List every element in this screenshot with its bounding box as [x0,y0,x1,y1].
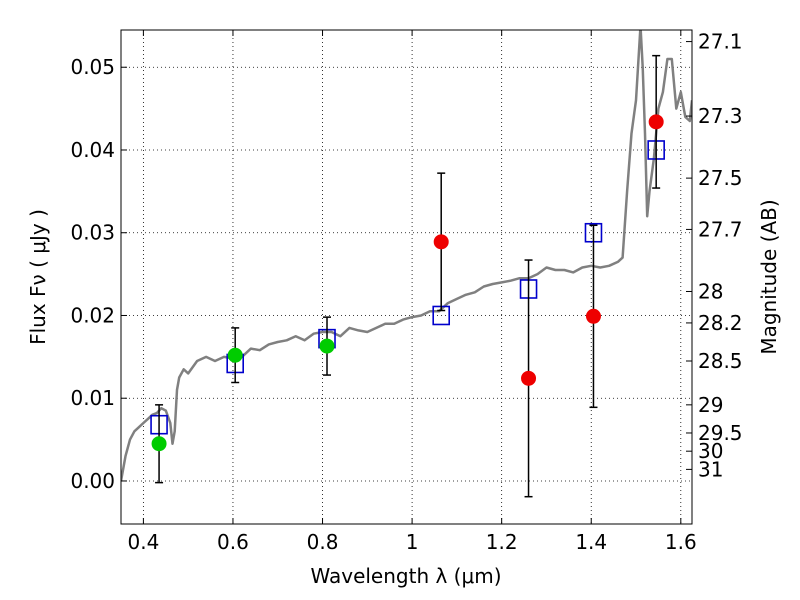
y-tick-label: 0.05 [70,55,115,79]
green-data-point [319,338,335,354]
red-data-point [648,114,664,130]
x-tick-label: 0.6 [217,530,249,554]
x-tick-label: 1 [406,530,419,554]
x-tick-label: 1.6 [665,530,697,554]
data-layer [121,30,692,482]
green-data-point [151,436,167,452]
y-tick-label: 0.02 [70,303,115,327]
right-tick-label: 29 [698,393,723,417]
y-tick-label: 0.00 [70,469,115,493]
y-tick-label: 0.03 [70,221,115,245]
right-tick-label: 27.7 [698,217,743,241]
plot-frame [120,29,693,525]
right-tick-label: 27.3 [698,104,743,128]
right-axis-label: Magnitude (AB) [757,199,781,354]
right-tick-label: 27.1 [698,30,743,54]
y-tick-label: 0.01 [70,386,115,410]
right-tick-label: 28 [698,279,723,303]
x-axis-label: Wavelength λ (μm) [310,564,501,588]
y-axis-label: Flux Fν ( μJy ) [26,209,50,345]
right-tick-label: 29.5 [698,421,743,445]
x-tick-label: 1.2 [486,530,518,554]
model-spectrum-line [121,30,692,482]
x-tick-label: 0.8 [307,530,339,554]
error-bars [151,54,664,498]
x-tick-label: 1.4 [575,530,607,554]
grid-lines [121,30,692,524]
green-data-point [227,347,243,363]
right-tick-label: 30 [698,439,723,463]
right-tick-label: 31 [698,457,723,481]
x-tick-label: 0.4 [127,530,159,554]
y-tick-label: 0.04 [70,138,115,162]
right-tick-label: 28.5 [698,349,743,373]
red-data-point [585,308,601,324]
axis-ticks: 0.4 0.6 0.8 1 1.2 1.4 1.6 0.00 0.01 0.02 0.03 0.04 0… [70,30,742,554]
right-tick-label: 28.2 [698,311,743,335]
red-data-point [521,370,537,386]
right-tick-label: 27.5 [698,166,743,190]
red-data-point [433,234,449,250]
